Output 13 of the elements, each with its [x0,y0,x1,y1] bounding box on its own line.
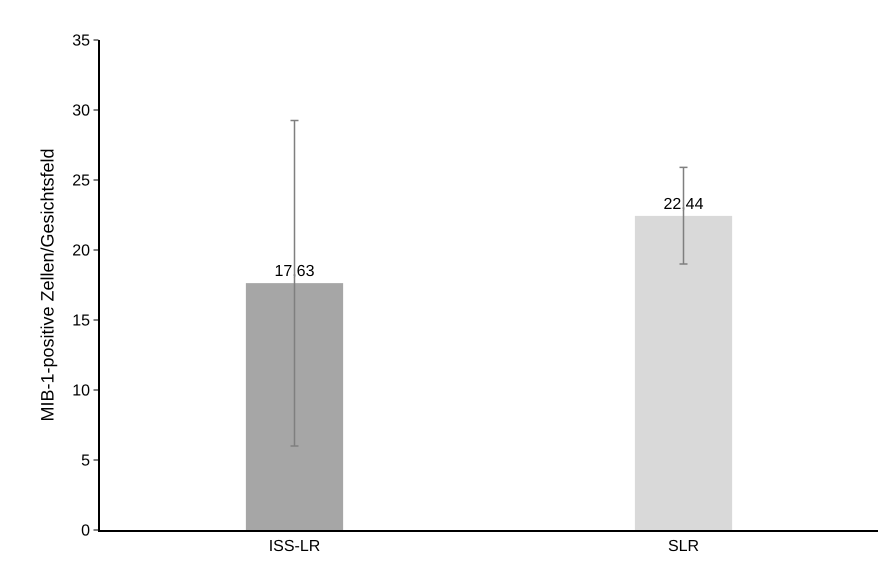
y-tick-label: 5 [81,452,90,470]
y-tick-label: 20 [72,242,90,260]
data-label: 22,44 [663,196,704,213]
y-tick-label: 10 [72,382,90,400]
y-tick-label: 35 [72,32,90,50]
x-tick-label: SLR [668,538,700,555]
y-axis-title: MIB-1-positive Zellen/Gesichtsfeld [38,148,58,422]
y-tick-label: 30 [72,102,90,120]
x-tick-label: ISS-LR [268,538,320,555]
y-tick-label: 15 [72,312,90,330]
y-tick-label: 25 [72,172,90,190]
data-label: 17,63 [274,263,315,280]
y-tick-label: 0 [81,522,90,540]
